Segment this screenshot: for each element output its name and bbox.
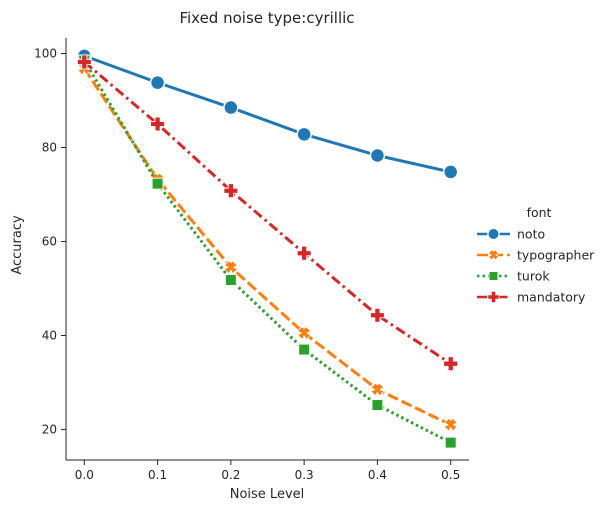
data-point-mandatory (150, 116, 166, 132)
legend-label-typographer: typographer (517, 248, 595, 263)
data-point-typographer (223, 260, 238, 275)
x-tick-label: 0.3 (295, 468, 314, 482)
data-point-turok (298, 343, 311, 356)
y-tick-label: 60 (42, 234, 57, 248)
legend-marker-noto (487, 227, 500, 241)
data-point-turok (444, 436, 457, 449)
series-noto (76, 48, 459, 180)
chart-title: Fixed noise type:cyrillic (179, 9, 354, 27)
legend: font noto typographer turok mandatory (477, 205, 595, 305)
data-point-mandatory (443, 356, 459, 372)
data-point-typographer (297, 326, 312, 341)
series-mandatory (76, 54, 459, 372)
y-tick-label: 80 (42, 140, 57, 154)
series-line-noto (83, 54, 452, 174)
x-axis-label: Noise Level (230, 487, 305, 502)
data-point-noto (223, 99, 239, 116)
legend-label-mandatory: mandatory (517, 290, 586, 305)
y-tick-label: 100 (34, 47, 57, 61)
data-point-noto (149, 74, 166, 91)
data-point-mandatory (76, 54, 92, 70)
data-point-noto (369, 147, 386, 164)
data-point-typographer (370, 382, 385, 397)
data-point-noto (442, 164, 459, 180)
x-tick-label: 0.0 (75, 468, 94, 482)
x-tick-label: 0.2 (221, 468, 240, 482)
data-point-mandatory (223, 183, 239, 199)
data-point-mandatory (369, 307, 385, 323)
legend-marker-turok (488, 271, 499, 281)
data-point-turok (224, 274, 237, 287)
x-tick-label: 0.5 (441, 468, 460, 482)
y-axis-label: Accuracy (10, 215, 25, 275)
series-line-turok (83, 59, 452, 444)
series-turok (78, 54, 457, 449)
legend-marker-mandatory (487, 291, 500, 303)
series-typographer (77, 61, 458, 432)
data-point-noto (296, 126, 312, 143)
x-tick-label: 0.1 (148, 468, 167, 482)
y-tick-label: 40 (42, 328, 57, 342)
legend-title: font (527, 205, 552, 220)
y-tick-label: 20 (42, 422, 57, 436)
data-point-turok (371, 399, 384, 412)
data-point-turok (151, 177, 164, 190)
legend-label-turok: turok (517, 269, 550, 284)
legend-marker-typographer (487, 249, 500, 261)
series-layer (76, 48, 459, 449)
series-line-mandatory (83, 60, 452, 365)
x-tick-label: 0.4 (368, 468, 387, 482)
data-point-mandatory (296, 245, 312, 261)
data-point-typographer (443, 417, 458, 432)
axes: 0.0 0.1 0.2 0.3 0.4 0.5 20 40 60 80 100 (34, 38, 469, 482)
legend-label-noto: noto (517, 227, 545, 242)
